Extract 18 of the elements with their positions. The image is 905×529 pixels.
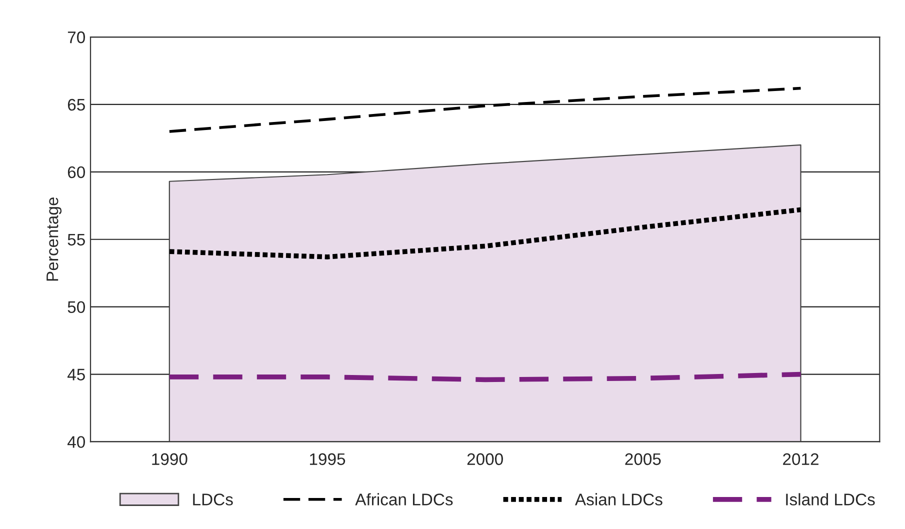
y-tick-label: 40: [67, 436, 85, 448]
x-tick-label: 2000: [467, 453, 503, 466]
legend-label: Asian LDCs: [574, 493, 662, 506]
x-tick-label: 2012: [783, 453, 818, 466]
legend-label: LDCs: [193, 494, 233, 506]
legend-label: African LDCs: [355, 493, 453, 506]
legend-label: Island LDCs: [786, 493, 875, 506]
y-tick-label: 50: [68, 301, 85, 314]
x-tick-label: 1990: [152, 453, 188, 466]
y-tick-label: 70: [68, 31, 85, 44]
y-axis-title: Percentage: [46, 197, 62, 281]
x-tick-label: 2005: [625, 453, 661, 466]
line-series: [168, 86, 802, 133]
y-tick-label: 45: [67, 368, 85, 380]
y-tick-label: 65: [68, 98, 85, 111]
x-tick-label: 1995: [310, 453, 346, 466]
y-tick-label: 60: [68, 166, 85, 178]
y-tick-label: 55: [68, 234, 85, 246]
